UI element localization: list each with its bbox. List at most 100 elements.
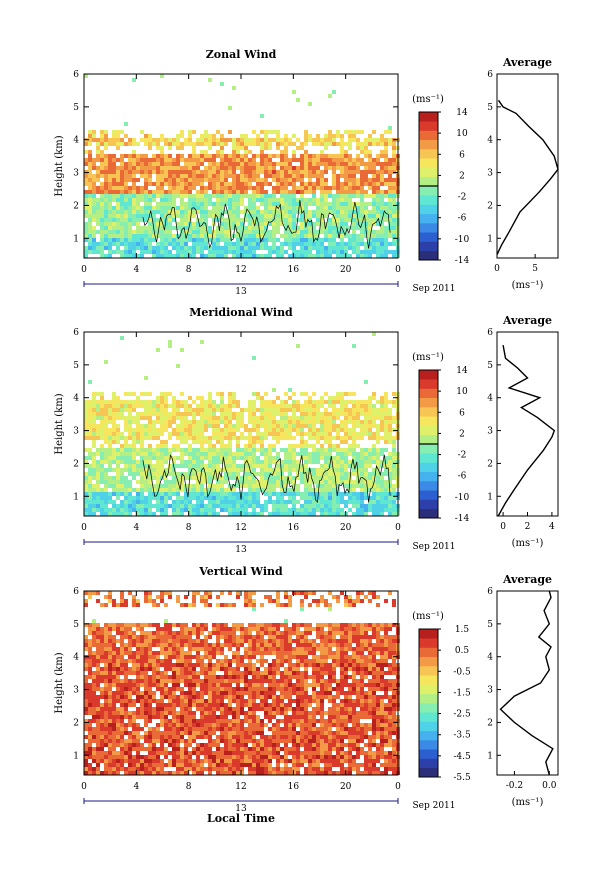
heatmap-cell bbox=[316, 230, 320, 234]
heatmap-cell bbox=[248, 500, 252, 504]
heatmap-cell bbox=[96, 755, 100, 759]
heatmap-cell bbox=[368, 476, 372, 480]
heatmap-cell bbox=[112, 675, 116, 679]
heatmap-cell bbox=[236, 444, 240, 448]
heatmap-cell bbox=[392, 254, 396, 258]
heatmap-cell bbox=[368, 408, 372, 412]
heatmap-cell bbox=[360, 464, 364, 468]
heatmap-cell bbox=[332, 174, 336, 178]
heatmap-cell bbox=[336, 460, 340, 464]
heatmap-cell bbox=[292, 170, 296, 174]
heatmap-cell bbox=[168, 166, 172, 170]
heatmap-cell bbox=[280, 206, 284, 210]
heatmap-cell bbox=[336, 210, 340, 214]
heatmap-cell bbox=[84, 719, 88, 723]
heatmap-cell bbox=[272, 238, 276, 242]
heatmap-cell bbox=[308, 512, 312, 516]
heatmap-cell bbox=[240, 504, 244, 508]
heatmap-cell bbox=[340, 400, 344, 404]
heatmap-cell bbox=[220, 238, 224, 242]
heatmap-cell bbox=[100, 444, 104, 448]
heatmap-cell bbox=[156, 492, 160, 496]
heatmap-cell bbox=[112, 747, 116, 751]
heatmap-cell bbox=[256, 214, 260, 218]
heatmap-cell bbox=[332, 476, 336, 480]
heatmap-cell bbox=[312, 448, 316, 452]
heatmap-cell bbox=[112, 667, 116, 671]
heatmap-cell bbox=[120, 190, 124, 194]
heatmap-cell bbox=[128, 424, 132, 428]
heatmap-cell bbox=[304, 230, 308, 234]
heatmap-cell bbox=[180, 178, 184, 182]
heatmap-cell bbox=[308, 186, 312, 190]
heatmap-cell bbox=[204, 246, 208, 250]
heatmap-cell bbox=[332, 166, 336, 170]
heatmap-cell bbox=[128, 659, 132, 663]
heatmap-cell bbox=[232, 190, 236, 194]
heatmap-cell bbox=[160, 230, 164, 234]
heatmap-cell bbox=[88, 186, 92, 190]
heatmap-cell bbox=[104, 504, 108, 508]
heatmap-cell bbox=[188, 246, 192, 250]
heatmap-cell bbox=[356, 146, 360, 150]
heatmap-cell bbox=[252, 444, 256, 448]
heatmap-cell bbox=[320, 404, 324, 408]
heatmap-cell bbox=[164, 162, 168, 166]
heatmap-cell bbox=[364, 166, 368, 170]
heatmap-cell bbox=[200, 134, 204, 138]
heatmap-cell bbox=[296, 242, 300, 246]
heatmap-cell bbox=[312, 254, 316, 258]
heatmap-cell bbox=[304, 492, 308, 496]
heatmap-cell bbox=[120, 408, 124, 412]
heatmap-cell bbox=[280, 404, 284, 408]
heatmap-cell bbox=[240, 146, 244, 150]
heatmap-cell bbox=[140, 440, 144, 444]
heatmap-cell bbox=[356, 444, 360, 448]
heatmap-cell bbox=[92, 472, 96, 476]
heatmap-cell bbox=[292, 476, 296, 480]
heatmap-cell bbox=[100, 222, 104, 226]
heatmap-cell bbox=[252, 162, 256, 166]
heatmap-cell bbox=[84, 420, 88, 424]
heatmap-cell bbox=[104, 488, 108, 492]
heatmap-cell bbox=[140, 627, 144, 631]
heatmap-cell bbox=[112, 512, 116, 516]
heatmap-cell bbox=[352, 408, 356, 412]
heatmap-cell bbox=[124, 496, 128, 500]
heatmap-cell bbox=[252, 512, 256, 516]
heatmap-cell bbox=[108, 468, 112, 472]
heatmap-cell bbox=[112, 488, 116, 492]
heatmap-cell bbox=[168, 420, 172, 424]
heatmap-cell bbox=[384, 250, 388, 254]
heatmap-cell bbox=[104, 174, 108, 178]
heatmap-cell bbox=[264, 404, 268, 408]
heatmap-cell bbox=[216, 250, 220, 254]
heatmap-cell bbox=[284, 456, 288, 460]
heatmap-cell bbox=[244, 496, 248, 500]
heatmap-cell bbox=[88, 675, 92, 679]
heatmap-cell bbox=[320, 472, 324, 476]
avg-y-tick-label: 5 bbox=[487, 103, 493, 113]
heatmap-cell bbox=[284, 154, 288, 158]
heatmap-cell bbox=[100, 130, 104, 134]
heatmap-cell bbox=[344, 186, 348, 190]
heatmap-cell bbox=[392, 416, 396, 420]
heatmap-cell bbox=[248, 162, 252, 166]
heatmap-cell bbox=[336, 142, 340, 146]
heatmap-cell bbox=[200, 452, 204, 456]
heatmap-cell bbox=[128, 230, 132, 234]
heatmap-cell bbox=[204, 206, 208, 210]
heatmap-cell bbox=[124, 420, 128, 424]
heatmap-cell bbox=[88, 500, 92, 504]
heatmap-cell bbox=[104, 218, 108, 222]
heatmap-cell bbox=[100, 424, 104, 428]
heatmap-cell bbox=[208, 162, 212, 166]
heatmap-cell bbox=[224, 416, 228, 420]
heatmap-cell bbox=[96, 480, 100, 484]
heatmap-cell bbox=[124, 647, 128, 651]
heatmap-cell bbox=[200, 424, 204, 428]
heatmap-cell bbox=[172, 158, 176, 162]
heatmap-cell bbox=[260, 242, 264, 246]
heatmap-cell bbox=[376, 178, 380, 182]
heatmap-cell bbox=[156, 186, 160, 190]
